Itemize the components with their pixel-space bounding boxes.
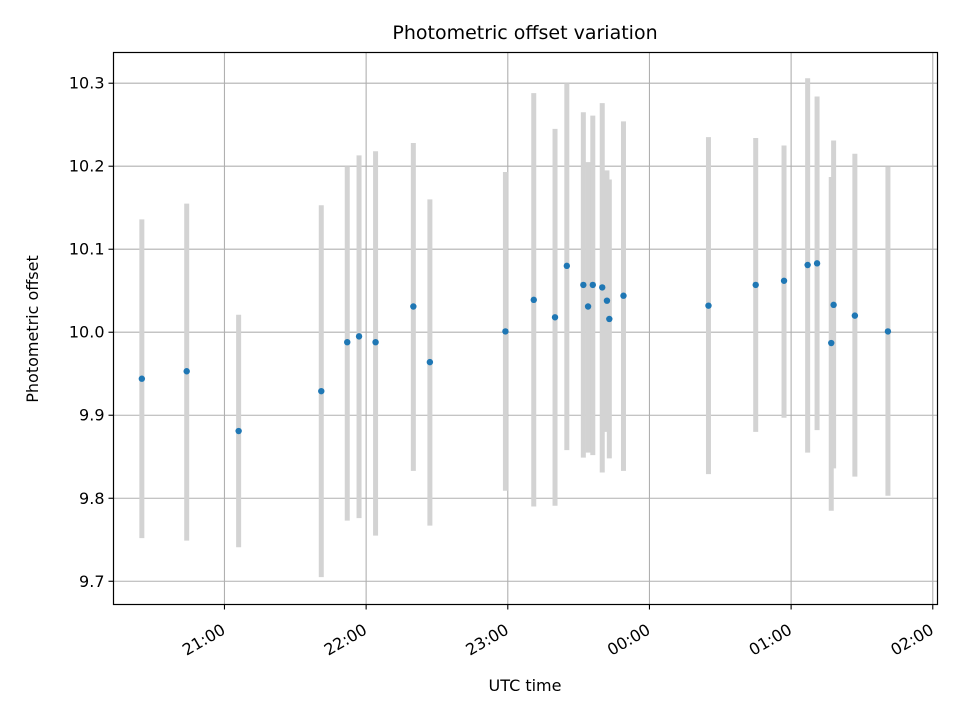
data-point bbox=[410, 303, 417, 310]
data-point bbox=[355, 333, 363, 340]
data-point bbox=[235, 427, 242, 435]
data-point bbox=[372, 338, 379, 346]
y-tick-label: 10.2 bbox=[69, 157, 105, 176]
data-point bbox=[589, 281, 596, 289]
y-tick-label: 9.7 bbox=[79, 572, 104, 591]
data-point bbox=[530, 296, 537, 304]
data-point bbox=[563, 262, 571, 270]
y-tick-label: 9.9 bbox=[79, 406, 104, 425]
data-point bbox=[705, 302, 712, 309]
data-point bbox=[780, 277, 788, 284]
y-tick-label: 10.1 bbox=[69, 240, 105, 259]
data-point bbox=[584, 303, 592, 310]
data-point bbox=[138, 375, 146, 382]
data-point bbox=[599, 284, 606, 291]
data-point bbox=[183, 368, 190, 375]
data-point bbox=[606, 315, 613, 323]
y-axis-label: Photometric offset bbox=[23, 255, 42, 403]
data-point bbox=[603, 297, 611, 304]
data-point bbox=[502, 328, 509, 335]
y-tick-label: 10.0 bbox=[69, 323, 105, 342]
y-tick-label: 10.3 bbox=[69, 74, 105, 93]
data-point bbox=[580, 281, 587, 289]
data-point bbox=[752, 281, 759, 289]
data-point bbox=[813, 260, 821, 267]
data-point bbox=[884, 328, 892, 335]
data-point bbox=[828, 339, 835, 347]
y-ticks: 9.7 9.8 9.9 10.0 10.1 10.2 10.3 bbox=[69, 74, 114, 591]
y-tick-label: 9.8 bbox=[79, 489, 104, 508]
data-point bbox=[344, 338, 351, 346]
data-points bbox=[138, 260, 892, 435]
data-point bbox=[318, 387, 325, 395]
data-point bbox=[830, 301, 837, 309]
data-point bbox=[551, 314, 559, 321]
data-point bbox=[620, 292, 627, 299]
data-point bbox=[426, 358, 434, 366]
chart-title: Photometric offset variation bbox=[392, 22, 657, 44]
plot-frame bbox=[112, 51, 939, 606]
data-point bbox=[851, 312, 859, 319]
data-point bbox=[804, 261, 811, 269]
x-axis-label: UTC time bbox=[489, 676, 562, 695]
